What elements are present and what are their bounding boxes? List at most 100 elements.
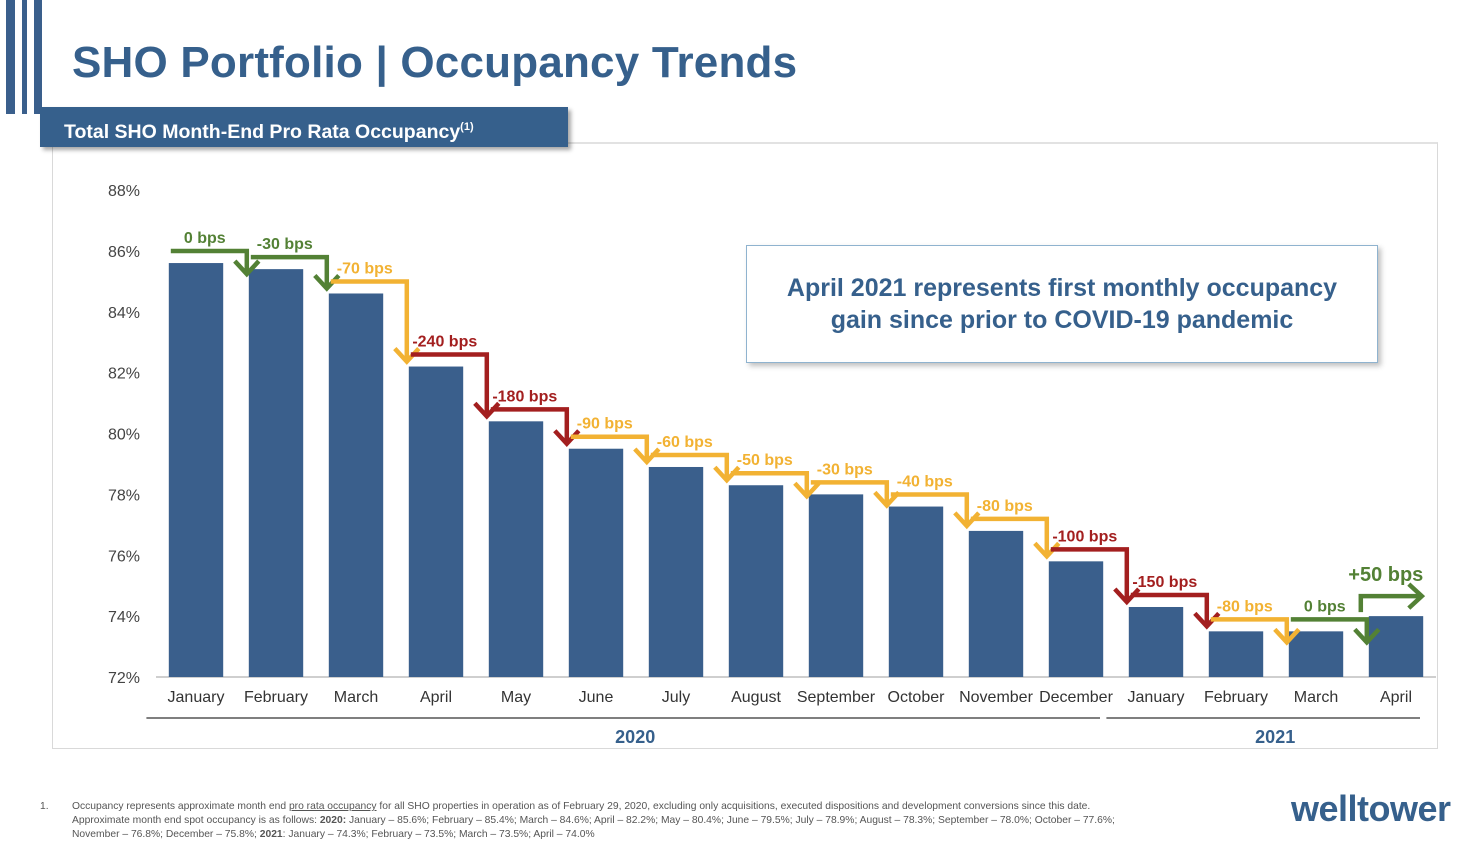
bar	[248, 269, 304, 677]
change-arrow	[330, 279, 410, 361]
y-tick-label: 78%	[108, 487, 140, 504]
chart-subtitle-text: Total SHO Month-End Pro Rata Occupancy	[64, 121, 461, 143]
change-arrow-head	[1273, 627, 1301, 646]
change-label: 0 bps	[1304, 598, 1346, 615]
change-arrow	[570, 434, 650, 461]
footnote-text: November – 76.8%; December – 75.8%;	[72, 829, 260, 840]
change-arrow	[170, 248, 250, 274]
bar	[1368, 616, 1424, 677]
footnote-year: 2020:	[319, 815, 347, 826]
x-tick-label: February	[244, 689, 308, 706]
x-tick-label: June	[579, 689, 614, 706]
footnote-text: for all SHO properties in operation as o…	[376, 801, 1091, 812]
bar	[408, 366, 464, 677]
y-tick-label: 86%	[108, 244, 140, 261]
change-arrow	[410, 352, 490, 416]
footnote-year: 2021	[259, 829, 283, 840]
bar	[168, 263, 224, 677]
change-arrow	[490, 407, 570, 443]
change-label: -180 bps	[492, 388, 557, 405]
x-tick-label: October	[888, 689, 946, 706]
change-arrow	[1290, 617, 1370, 642]
change-label: -90 bps	[577, 416, 633, 433]
bar	[1128, 606, 1184, 677]
change-arrow	[810, 480, 890, 505]
x-tick-label: January	[168, 689, 225, 706]
callout-box: April 2021 represents first monthly occu…	[746, 245, 1378, 363]
x-tick-label: December	[1039, 689, 1113, 706]
x-tick-label: July	[662, 689, 690, 706]
y-tick-label: 82%	[108, 366, 140, 383]
chart-subtitle: Total SHO Month-End Pro Rata Occupancy(1…	[40, 107, 568, 147]
footnote: 1. Occupancy represents approximate mont…	[40, 800, 1280, 842]
group-label: 2021	[1255, 727, 1295, 747]
change-arrow	[1050, 547, 1130, 601]
change-arrow	[730, 470, 810, 496]
change-arrow	[890, 492, 970, 525]
change-label: -60 bps	[657, 434, 713, 451]
x-tick-label: April	[420, 689, 452, 706]
x-tick-label: May	[501, 689, 531, 706]
x-tick-label: April	[1380, 689, 1412, 706]
footnote-text: January – 85.6%; February – 85.4%; March…	[346, 815, 1115, 826]
footnote-text: Occupancy represents approximate month e…	[72, 801, 289, 812]
footnote-text: Approximate month end spot occupancy is …	[72, 815, 320, 826]
x-tick-label: February	[1204, 689, 1268, 706]
group-label: 2020	[615, 727, 655, 747]
change-arrow	[250, 254, 330, 288]
bar	[888, 506, 944, 677]
x-tick-label: September	[797, 689, 876, 706]
bar	[328, 293, 384, 677]
bar	[1208, 631, 1264, 677]
change-arrow-head	[793, 481, 821, 500]
y-tick-label: 76%	[108, 548, 140, 565]
change-arrow-head	[233, 259, 261, 278]
change-label: -150 bps	[1132, 574, 1197, 591]
change-arrow	[1358, 593, 1421, 613]
callout-text: April 2021 represents first monthly occu…	[786, 274, 1338, 334]
y-tick-label: 84%	[108, 305, 140, 322]
change-arrow	[1210, 617, 1290, 642]
x-tick-label: January	[1128, 689, 1185, 706]
footnote-marker: (1)	[460, 121, 474, 133]
page-title: SHO Portfolio | Occupancy Trends	[72, 38, 798, 87]
change-label: -80 bps	[1217, 598, 1273, 615]
y-tick-label: 80%	[108, 427, 140, 444]
change-arrow-head	[1407, 582, 1426, 610]
change-label: -80 bps	[977, 498, 1033, 515]
bar	[728, 485, 784, 677]
y-tick-label: 74%	[108, 609, 140, 626]
bar	[1048, 561, 1104, 677]
footnote-link: pro rata occupancy	[288, 801, 377, 812]
change-arrow	[1130, 592, 1210, 626]
change-label: +50 bps	[1348, 564, 1423, 586]
bar	[568, 448, 624, 677]
change-label: -30 bps	[817, 461, 873, 478]
y-tick-label: 72%	[108, 670, 140, 687]
x-tick-label: November	[959, 689, 1033, 706]
change-label: -70 bps	[337, 260, 393, 277]
footnote-number: 1.	[40, 801, 49, 812]
x-tick-label: March	[334, 689, 378, 706]
bar	[968, 530, 1024, 677]
accent-bar	[6, 0, 15, 114]
x-tick-label: August	[731, 689, 781, 706]
accent-bar	[34, 0, 42, 114]
change-label: -50 bps	[737, 452, 793, 469]
bar	[808, 494, 864, 677]
bar	[488, 421, 544, 677]
change-arrow	[650, 452, 730, 480]
change-label: -40 bps	[897, 474, 953, 491]
welltower-logo: welltower	[1291, 788, 1451, 830]
change-label: -30 bps	[257, 236, 313, 253]
change-arrow	[970, 516, 1050, 556]
bar	[648, 466, 704, 677]
logo-text: welltower	[1291, 788, 1451, 829]
footnote-text: : January – 74.3%; February – 73.5%; Mar…	[282, 829, 595, 840]
bar	[1288, 631, 1344, 677]
change-label: -100 bps	[1052, 528, 1117, 545]
occupancy-chart: 72% 74% 76% 78% 80% 82% 84% 86% 88% January Februa…	[108, 183, 1436, 747]
x-tick-label: March	[1294, 689, 1338, 706]
change-label: -240 bps	[412, 334, 477, 351]
change-arrow-head	[1353, 627, 1381, 646]
